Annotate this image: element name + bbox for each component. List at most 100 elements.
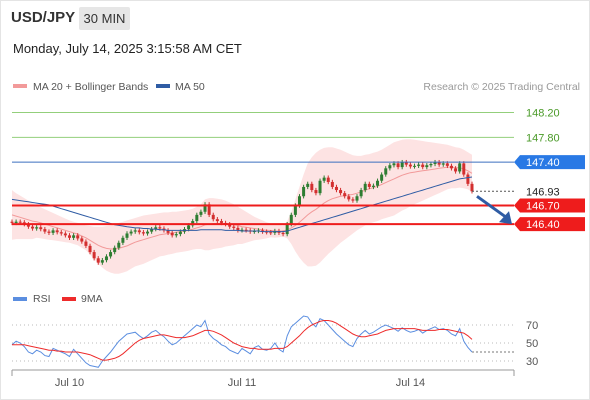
candle-body [125,233,129,238]
candle-body [413,165,416,167]
candle-body [150,229,154,232]
forecast-arrow-shaft [476,195,507,219]
candle-body [76,235,80,239]
candle-body [285,224,289,235]
candle-body [43,229,47,232]
candle-body [26,224,30,227]
candle-body [326,177,330,182]
candle-body [261,230,265,232]
candle-body [18,221,22,223]
candle-body [31,226,35,229]
candle-body [425,165,429,168]
candle-body [109,252,113,257]
candle-body [396,163,400,168]
candle-body [240,229,244,231]
candle-body [269,232,273,234]
candle-body [104,256,108,261]
candle-body [14,221,18,223]
time-axis: Jul 10 Jul 11 Jul 14 [11,369,515,389]
candle-body [289,214,293,225]
candle-body [10,221,14,223]
candle-body [68,235,71,238]
target-label: 147.80 [526,132,560,144]
support-badge [514,198,585,213]
pivot-badge [514,155,585,170]
chart-header: USD/JPY 30 MIN [0,0,590,36]
candle-body [100,260,104,263]
forecast-arrow-head [499,211,512,225]
candle-body [88,245,92,253]
support-badge [514,217,585,232]
candle-body [228,224,232,227]
candle-body [92,252,96,259]
candle-body [293,205,297,215]
candle-body [392,163,396,166]
candle-body [133,230,137,232]
candle-body [429,163,433,166]
legend-label-rsi: RSI [33,293,51,305]
target-label: 148.20 [526,108,560,120]
candle-body [244,229,248,231]
candle-body [462,163,466,175]
candle-body [371,185,375,187]
candle-body [454,168,458,172]
candle-body [39,227,43,230]
candle-body [433,162,437,164]
candle-body [195,214,199,222]
support-label: 146.40 [526,219,560,231]
candle-body [351,199,355,201]
candle-body [334,186,338,191]
legend-swatch-rsi [13,297,27,301]
last-price-label: 146.93 [526,186,560,198]
legend-label-ma20: MA 20 + Bollinger Bands [33,81,148,93]
candle-body [154,227,158,230]
ma20-line [11,166,473,250]
ma50-line [11,176,473,233]
legend-swatch-9ma [62,297,76,301]
credit-label: Research © 2025 Trading Central [423,81,580,93]
rsi-plot: 70 50 30 [11,315,538,368]
bollinger-band [12,139,472,274]
price-levels: 148.20 147.80 147.40 146.93 146.70 146.40 [12,108,585,232]
candle-body [359,190,363,197]
rsi-line [11,315,473,368]
pivot-label: 147.40 [526,157,560,169]
candle-body [314,190,318,194]
candle-body [215,219,219,222]
candle-body [113,247,117,253]
candle-body [306,183,310,187]
candle-body [347,196,351,200]
candle-body [158,227,162,229]
candle-body [298,196,301,206]
candle-body [421,164,425,168]
candle-body [63,233,67,236]
candle-body [117,242,121,248]
candle-body [339,190,343,194]
rsi-tick-label: 30 [526,356,538,368]
datetime-label: Monday, July 14, 2025 3:15:58 AM CET [13,41,242,56]
rsi-ma-line [12,320,473,361]
candle-body [199,211,203,215]
time-tick-label: Jul 10 [55,377,84,389]
candle-body [376,180,380,186]
price-plot [10,139,474,274]
candle-body [47,231,51,233]
candle-body [187,225,191,230]
candle-body [129,231,133,234]
candle-body [466,174,470,184]
support-label: 146.70 [526,201,560,213]
legend-label-9ma: 9MA [81,293,103,305]
candle-body [388,165,392,169]
timeframe-button[interactable]: 30 MIN [79,7,130,30]
candle-body [384,168,388,175]
candle-body [363,183,367,191]
candle-body [166,230,170,233]
candle-body [207,204,211,215]
candle-body [322,177,326,181]
rsi-tick-label: 50 [526,338,538,350]
candle-body [437,162,441,165]
legend-swatch-ma20 [13,84,27,88]
candle-body [137,230,141,233]
candle-body [203,204,207,212]
